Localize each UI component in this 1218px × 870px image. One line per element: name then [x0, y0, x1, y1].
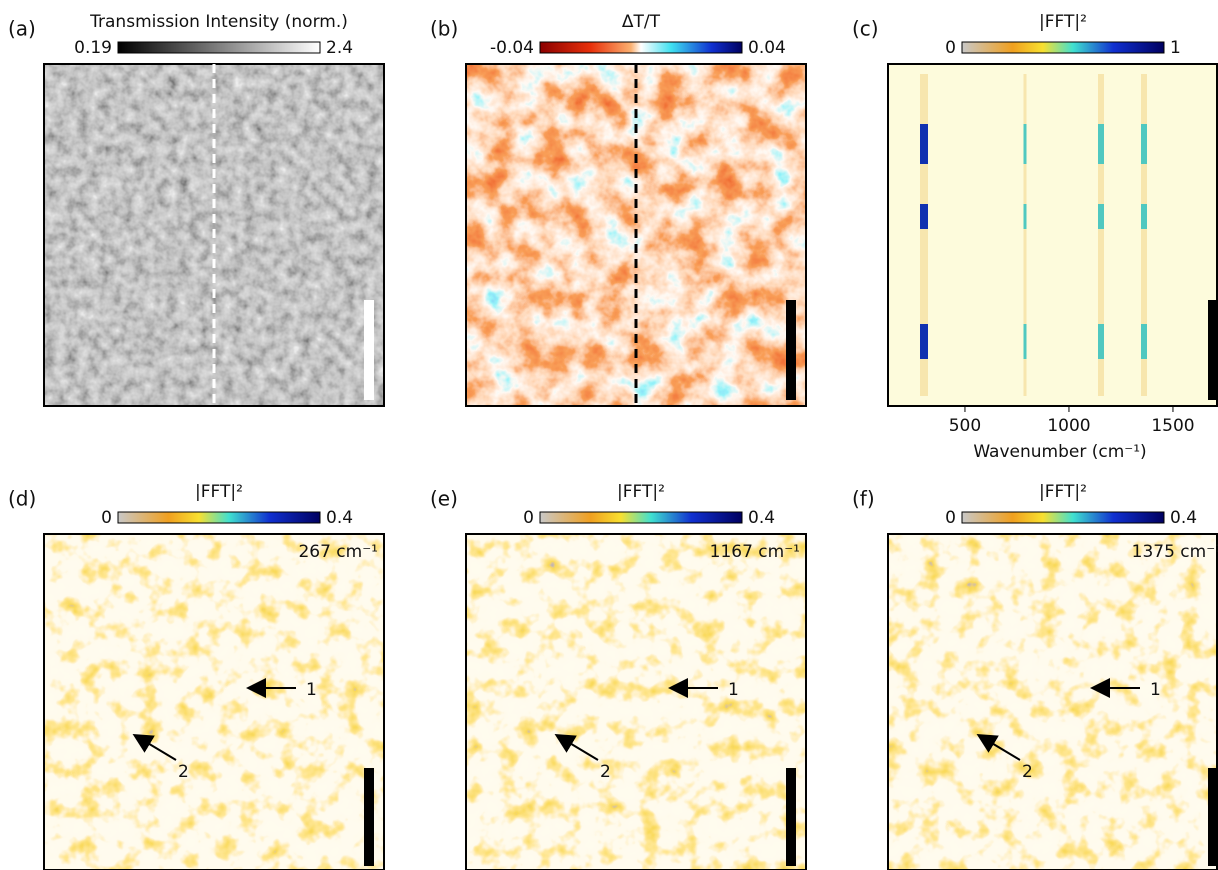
colorbar-tick-label: 0.04 [748, 38, 786, 58]
colorbar-tick-label: 0 [101, 508, 112, 528]
arrow-label: 1 [728, 680, 739, 700]
wavenumber-label: 1375 cm⁻¹ [1132, 542, 1218, 562]
image [888, 64, 1217, 406]
colorbar-title: |FFT|² [1039, 482, 1087, 502]
arrow-label: 2 [1022, 762, 1033, 782]
scale-bar [786, 300, 796, 400]
spectral-peak [920, 204, 928, 229]
colorbar-tick-label: 1 [1170, 38, 1181, 58]
colorbar [962, 512, 1164, 523]
panel-label: (a) [8, 17, 36, 41]
spectral-peak [920, 324, 928, 359]
panel-label: (b) [430, 17, 458, 41]
x-axis-label: Wavenumber (cm⁻¹) [973, 442, 1146, 462]
colorbar-title: |FFT|² [195, 482, 243, 502]
spectral-peak [1098, 124, 1104, 164]
x-tick-label: 1000 [1047, 416, 1090, 436]
arrow-label: 2 [600, 762, 611, 782]
figure: (a) Transmission Intensity (norm.) 0.19 2.4… [0, 0, 1218, 870]
colorbar [118, 512, 320, 523]
wavenumber-label: 267 cm⁻¹ [298, 542, 378, 562]
spectral-peak [1098, 204, 1104, 229]
spectral-peak [1024, 204, 1027, 229]
spectral-peak [1141, 324, 1147, 359]
panel-label: (f) [852, 487, 875, 511]
colorbar-tick-label: 0 [945, 38, 956, 58]
scale-bar [364, 768, 374, 866]
colorbar-title: Transmission Intensity (norm.) [89, 12, 348, 32]
image [466, 534, 806, 870]
panel-label: (c) [852, 17, 879, 41]
panel-label: (d) [8, 487, 36, 511]
wavenumber-label: 1167 cm⁻¹ [710, 542, 800, 562]
colorbar-tick-label: 0.4 [748, 508, 775, 528]
colorbar-title: ΔT/T [622, 12, 661, 32]
spectral-peak [1141, 124, 1147, 164]
arrow-label: 1 [306, 680, 317, 700]
spectral-peak [1141, 204, 1147, 229]
image [44, 534, 384, 870]
colorbar-tick-label: 0 [523, 508, 534, 528]
spectral-peak [1024, 124, 1027, 164]
scale-bar [1208, 300, 1218, 400]
colorbar [540, 512, 742, 523]
arrow-label: 1 [1150, 680, 1161, 700]
panel-label: (e) [430, 487, 458, 511]
x-tick-label: 500 [949, 416, 981, 436]
scale-bar [786, 768, 796, 866]
scale-bar [364, 300, 374, 400]
colorbar-title: |FFT|² [1039, 12, 1087, 32]
spectral-peak [1024, 324, 1027, 359]
page: {"panels": [ {"label": "(a)", "colorbar"… [0, 0, 1218, 870]
colorbar-tick-label: 0 [945, 508, 956, 528]
spectral-peak [1098, 324, 1104, 359]
x-tick-label: 1500 [1151, 416, 1194, 436]
colorbar [962, 42, 1164, 53]
colorbar-title: |FFT|² [617, 482, 665, 502]
colorbar-tick-label: 0.4 [1170, 508, 1197, 528]
colorbar [540, 42, 742, 53]
scale-bar [1208, 768, 1218, 866]
image [888, 534, 1217, 870]
colorbar [118, 42, 320, 53]
arrow-label: 2 [178, 762, 189, 782]
colorbar-tick-label: 0.19 [74, 38, 112, 58]
colorbar-tick-label: -0.04 [490, 38, 534, 58]
colorbar-tick-label: 2.4 [326, 38, 353, 58]
spectral-peak [920, 124, 928, 164]
colorbar-tick-label: 0.4 [326, 508, 353, 528]
